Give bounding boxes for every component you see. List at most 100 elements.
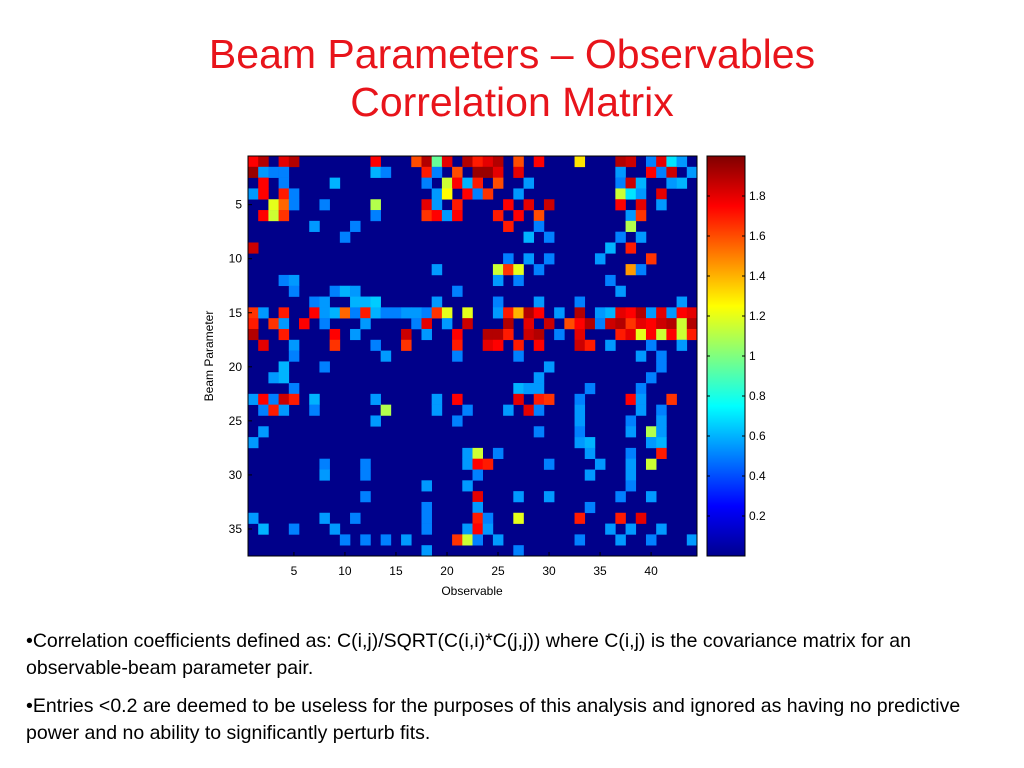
heatmap-cell bbox=[523, 307, 535, 319]
heatmap-cell bbox=[605, 274, 616, 287]
heatmap-cell bbox=[329, 285, 341, 297]
heatmap-cell bbox=[472, 447, 483, 459]
heatmap-cell bbox=[329, 307, 341, 319]
colorbar-tick-label: 1.8 bbox=[749, 189, 766, 203]
heatmap-cell bbox=[462, 458, 473, 470]
heatmap-cell bbox=[543, 318, 555, 330]
heatmap-cell bbox=[645, 339, 657, 351]
heatmap-cell bbox=[594, 307, 606, 319]
heatmap-cell bbox=[533, 220, 545, 232]
heatmap-cell bbox=[299, 318, 310, 330]
heatmap-cell bbox=[686, 534, 698, 546]
heatmap-cell bbox=[656, 166, 667, 178]
heatmap-cell bbox=[441, 177, 453, 189]
heatmap-cell bbox=[574, 296, 586, 308]
heatmap-cell bbox=[319, 469, 330, 481]
heatmap-cell bbox=[452, 177, 463, 189]
heatmap-cell bbox=[656, 156, 667, 168]
heatmap-cell bbox=[645, 328, 657, 341]
heatmap-cell bbox=[676, 339, 688, 351]
heatmap-cell bbox=[533, 307, 545, 319]
heatmap-cell bbox=[615, 512, 626, 524]
heatmap-cell bbox=[288, 339, 300, 351]
heatmap-cell bbox=[258, 404, 269, 416]
heatmap-cell bbox=[258, 523, 269, 535]
heatmap-cell bbox=[370, 415, 381, 427]
heatmap-cell bbox=[656, 199, 667, 211]
heatmap-cell bbox=[645, 318, 657, 330]
heatmap-cell bbox=[605, 339, 616, 351]
heatmap-cell bbox=[248, 166, 259, 178]
heatmap-cell bbox=[676, 318, 688, 330]
heatmap-cell bbox=[625, 447, 637, 459]
heatmap-cell bbox=[441, 156, 453, 168]
heatmap-cell bbox=[543, 458, 555, 470]
heatmap-cell bbox=[543, 361, 555, 373]
heatmap-cell bbox=[656, 426, 667, 438]
heatmap-cell bbox=[594, 253, 606, 265]
heatmap-cell bbox=[676, 307, 688, 319]
heatmap-cell bbox=[645, 166, 657, 178]
heatmap-cell bbox=[350, 307, 361, 319]
heatmap-cell bbox=[370, 393, 381, 405]
heatmap-cell bbox=[421, 501, 432, 514]
heatmap-cell bbox=[615, 307, 626, 319]
heatmap-cell bbox=[523, 199, 535, 211]
y-tick-label: 30 bbox=[229, 468, 243, 482]
heatmap-cell bbox=[248, 393, 259, 405]
heatmap-cell bbox=[492, 296, 504, 308]
heatmap-cell bbox=[574, 339, 586, 351]
heatmap-cell bbox=[666, 307, 677, 319]
heatmap-cell bbox=[319, 307, 330, 319]
heatmap-cell bbox=[401, 328, 412, 341]
heatmap-cell bbox=[574, 393, 586, 405]
heatmap-cell bbox=[574, 318, 586, 330]
heatmap-cell bbox=[656, 307, 667, 319]
heatmap-cell bbox=[564, 318, 575, 330]
heatmap-cell bbox=[594, 458, 606, 470]
heatmap-cell bbox=[288, 393, 300, 405]
heatmap-cell bbox=[380, 350, 392, 362]
heatmap-cell bbox=[656, 350, 667, 362]
heatmap-cell bbox=[503, 253, 514, 265]
heatmap-cell bbox=[421, 545, 432, 557]
heatmap-cell bbox=[339, 285, 351, 297]
heatmap-cell bbox=[574, 328, 586, 341]
heatmap-cell bbox=[309, 404, 320, 416]
heatmap-cell bbox=[503, 404, 514, 416]
heatmap-cell bbox=[268, 166, 279, 178]
y-tick-label: 10 bbox=[229, 252, 243, 266]
heatmap-cell bbox=[503, 264, 514, 276]
x-tick-label: 30 bbox=[542, 564, 556, 578]
heatmap-cell bbox=[635, 404, 647, 416]
colorbar-tick-label: 1.6 bbox=[749, 229, 766, 243]
heatmap-cell bbox=[656, 328, 667, 341]
heatmap-cell bbox=[645, 491, 657, 503]
heatmap-cell bbox=[656, 361, 667, 373]
heatmap-cell bbox=[492, 339, 504, 351]
heatmap-cell bbox=[268, 199, 279, 211]
heatmap-cell bbox=[656, 415, 667, 427]
heatmap-cell bbox=[258, 339, 269, 351]
heatmap-cell bbox=[656, 188, 667, 200]
heatmap-cell bbox=[431, 156, 443, 168]
heatmap-cell bbox=[625, 318, 637, 330]
heatmap-cell bbox=[431, 199, 443, 211]
heatmap-cell bbox=[625, 242, 637, 254]
heatmap-cell bbox=[462, 447, 473, 459]
heatmap-cell bbox=[533, 296, 545, 308]
slide-title-line-2: Correlation Matrix bbox=[350, 79, 674, 125]
heatmap-cell bbox=[248, 437, 259, 449]
heatmap-cell bbox=[421, 177, 432, 189]
heatmap-cell bbox=[686, 328, 698, 341]
heatmap-cell bbox=[615, 177, 626, 189]
heatmap-cell bbox=[462, 318, 473, 330]
heatmap-cell bbox=[452, 210, 463, 222]
heatmap-cell bbox=[574, 512, 586, 524]
heatmap-cell bbox=[574, 404, 586, 416]
heatmap-cell bbox=[278, 318, 290, 330]
heatmap-cell bbox=[666, 318, 677, 330]
heatmap-cell bbox=[533, 372, 545, 384]
heatmap-cell bbox=[513, 274, 524, 287]
heatmap-cell bbox=[462, 404, 473, 416]
